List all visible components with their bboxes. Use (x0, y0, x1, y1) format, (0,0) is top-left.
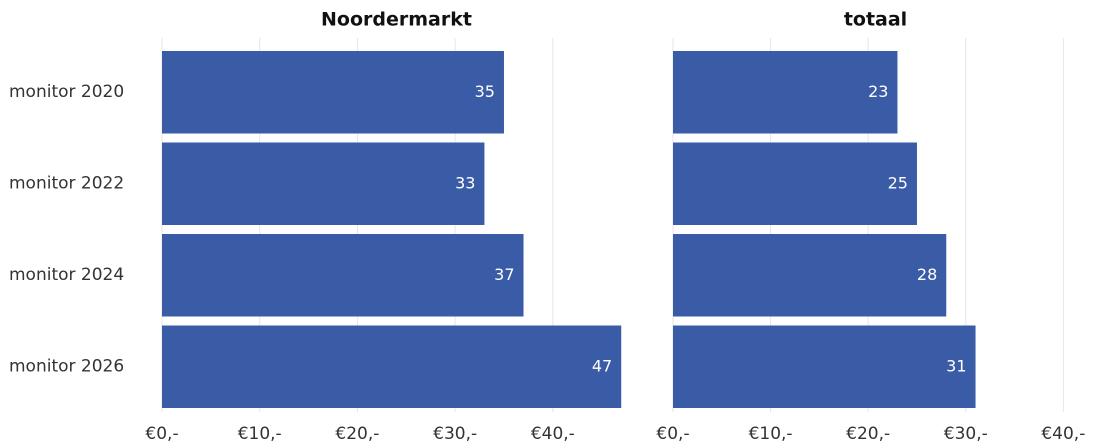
bar (162, 142, 485, 225)
y-tick-label: monitor 2022 (9, 173, 124, 193)
x-tick-label: €30,- (944, 424, 988, 444)
bar (162, 234, 524, 317)
y-tick-label: monitor 2024 (9, 265, 124, 285)
x-tick-label: €20,- (846, 424, 890, 444)
bar (162, 325, 622, 408)
y-tick-label: monitor 2026 (9, 356, 124, 376)
value-label: 35 (475, 82, 495, 101)
value-label: 28 (917, 265, 937, 284)
value-label: 23 (868, 82, 888, 101)
chart-title: Noordermarkt (321, 9, 472, 31)
value-label: 37 (494, 265, 514, 284)
x-tick-label: €0,- (145, 424, 178, 444)
bar (673, 51, 898, 134)
x-tick-label: €0,- (656, 424, 689, 444)
bar (673, 234, 947, 317)
x-tick-label: €10,- (749, 424, 793, 444)
x-tick-label: €40,- (1041, 424, 1085, 444)
x-tick-label: €20,- (335, 424, 379, 444)
x-tick-label: €10,- (238, 424, 282, 444)
bar (673, 142, 917, 225)
x-tick-label: €40,- (531, 424, 575, 444)
value-label: 25 (888, 173, 908, 192)
x-tick-label: €30,- (433, 424, 477, 444)
chart-title: totaal (844, 9, 907, 31)
value-label: 33 (455, 173, 475, 192)
value-label: 31 (946, 356, 966, 375)
bar (673, 325, 976, 408)
bar (162, 51, 504, 134)
y-tick-label: monitor 2020 (9, 82, 124, 102)
value-label: 47 (592, 356, 612, 375)
